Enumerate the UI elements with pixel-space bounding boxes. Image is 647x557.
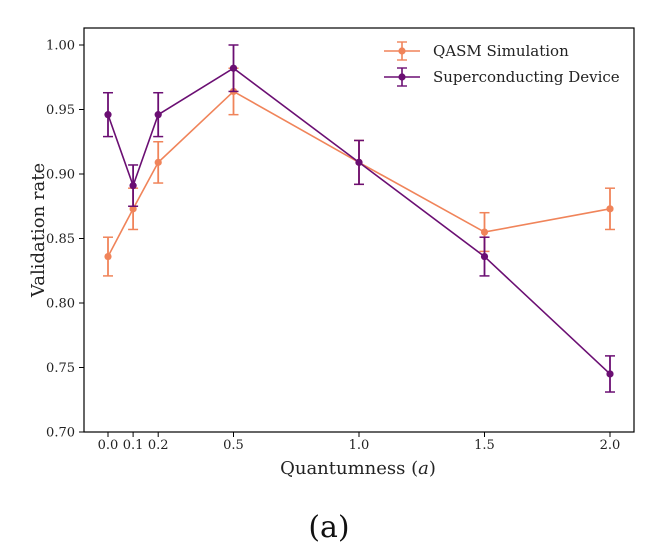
legend-label: QASM Simulation bbox=[433, 42, 569, 60]
series-superconducting-device bbox=[103, 44, 615, 393]
y-tick-label: 0.90 bbox=[46, 168, 75, 183]
x-tick-label: 0.0 bbox=[98, 438, 119, 453]
data-point bbox=[606, 370, 614, 378]
y-tick-label: 0.85 bbox=[46, 232, 75, 247]
figure-caption: (a) bbox=[308, 510, 349, 545]
y-axis: 0.70 0.75 0.80 0.85 0.90 0.95 1.00 bbox=[46, 39, 84, 441]
data-point bbox=[355, 158, 363, 166]
data-point bbox=[104, 111, 112, 119]
x-tick-label: 0.1 bbox=[123, 438, 144, 453]
y-tick-label: 0.70 bbox=[46, 426, 75, 441]
data-point bbox=[104, 252, 112, 261]
x-tick-label: 2.0 bbox=[600, 438, 621, 453]
x-tick-label: 1.5 bbox=[474, 438, 495, 453]
y-tick-label: 0.75 bbox=[46, 361, 75, 376]
plot-frame bbox=[83, 27, 635, 433]
x-tick-label: 0.2 bbox=[148, 438, 169, 453]
x-axis-label: Quantumness (a) bbox=[280, 458, 436, 479]
legend: QASM Simulation Superconducting Device bbox=[384, 41, 620, 87]
y-tick-label: 0.80 bbox=[46, 297, 75, 312]
x-tick-label: 0.5 bbox=[223, 438, 244, 453]
data-point bbox=[154, 158, 162, 166]
data-point bbox=[129, 182, 137, 190]
data-point bbox=[129, 205, 137, 213]
y-tick-label: 0.95 bbox=[46, 103, 75, 118]
legend-marker bbox=[398, 47, 406, 55]
data-point bbox=[229, 64, 238, 72]
x-axis: 0.0 0.1 0.2 0.5 1.0 1.5 2.0 bbox=[98, 432, 621, 453]
data-point bbox=[480, 252, 489, 261]
series-line bbox=[107, 67, 611, 375]
series-layer bbox=[103, 44, 615, 393]
y-tick-label: 1.00 bbox=[46, 39, 75, 54]
legend-item: QASM Simulation bbox=[384, 41, 569, 61]
data-point bbox=[480, 228, 489, 236]
legend-label: Superconducting Device bbox=[433, 68, 620, 86]
legend-marker bbox=[398, 73, 406, 81]
data-point bbox=[154, 111, 162, 119]
x-tick-label: 1.0 bbox=[349, 438, 370, 453]
y-axis-label: Validation rate bbox=[28, 163, 49, 298]
data-point bbox=[606, 205, 614, 213]
legend-item: Superconducting Device bbox=[384, 67, 620, 87]
